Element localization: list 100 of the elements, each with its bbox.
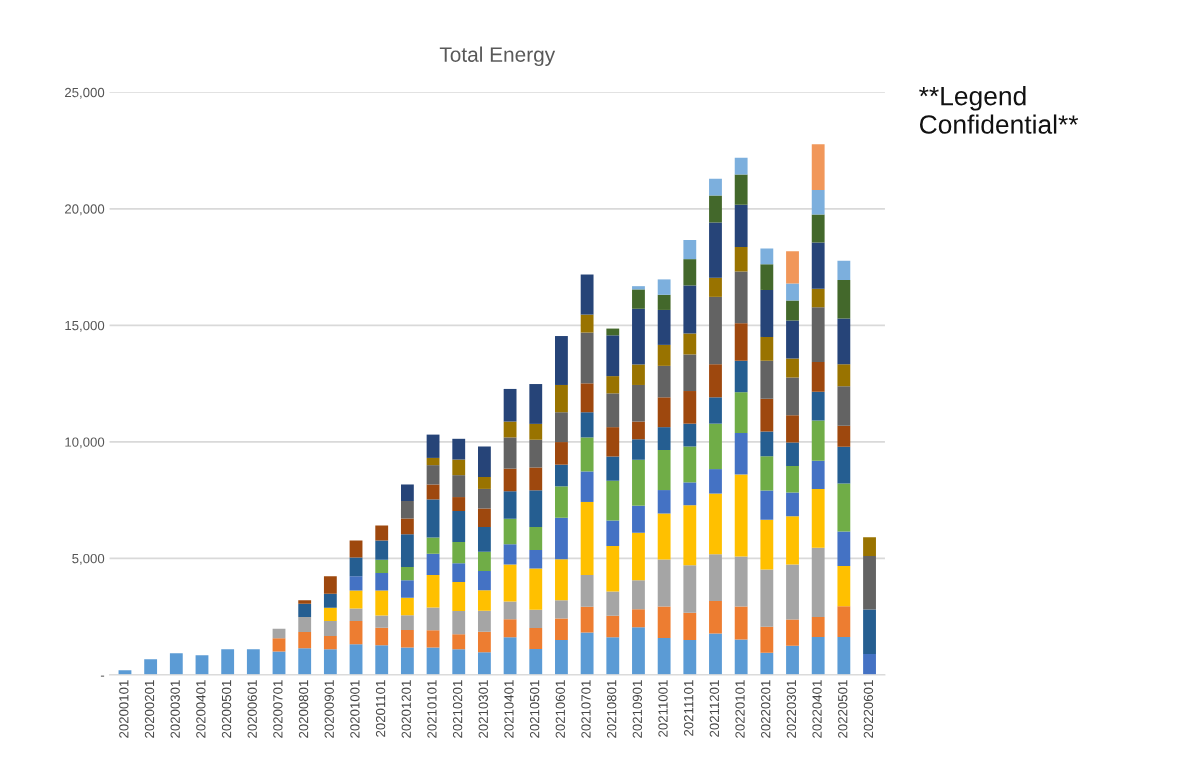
bar <box>811 617 825 637</box>
bar <box>683 423 697 447</box>
bar <box>375 540 389 560</box>
bar <box>734 474 748 557</box>
bar <box>298 617 312 632</box>
bar <box>837 483 851 532</box>
x-tick-label: 20220301 <box>786 680 797 738</box>
bar <box>375 573 389 591</box>
bar <box>786 619 799 646</box>
bar <box>195 655 209 675</box>
bar <box>709 364 722 398</box>
bar <box>709 633 722 675</box>
bar <box>786 283 799 301</box>
x-tick-label: 20220201 <box>761 680 771 738</box>
x-tick-label: 20211201 <box>709 680 720 737</box>
x-tick-label: 20211101 <box>684 680 694 736</box>
bar <box>837 636 851 675</box>
bar <box>349 621 363 645</box>
bar <box>683 285 697 334</box>
bar <box>606 546 620 592</box>
bar <box>811 214 825 243</box>
bar <box>503 601 517 620</box>
bar <box>400 615 414 630</box>
bar <box>683 565 697 613</box>
bar <box>478 551 491 571</box>
bar <box>426 484 440 500</box>
bar <box>555 384 568 413</box>
bar <box>478 570 491 591</box>
x-tick-label: 20210201 <box>452 680 463 738</box>
bar <box>734 556 748 607</box>
bar <box>529 439 543 468</box>
bar <box>503 388 517 422</box>
bar <box>529 490 543 527</box>
bar <box>478 590 491 611</box>
bar <box>529 568 543 610</box>
bar <box>632 627 645 675</box>
bar <box>734 606 748 640</box>
bar <box>555 559 568 601</box>
bar <box>529 423 543 440</box>
bar <box>529 649 543 675</box>
bar <box>606 393 620 428</box>
bar <box>606 520 620 546</box>
bar <box>580 606 594 633</box>
bar <box>426 499 440 538</box>
bar <box>632 421 645 440</box>
bar <box>786 377 799 416</box>
bar <box>837 364 851 387</box>
bar <box>683 612 697 640</box>
bar <box>683 505 697 566</box>
bar <box>632 459 645 506</box>
bar <box>400 501 414 519</box>
bar <box>478 631 491 653</box>
bar <box>375 627 389 646</box>
bar <box>606 615 620 638</box>
bar <box>375 525 389 541</box>
bar <box>657 559 671 607</box>
bar <box>349 576 363 591</box>
bar <box>221 649 235 675</box>
x-tick-label: 20200401 <box>196 680 206 738</box>
bar <box>786 466 799 493</box>
bar <box>580 501 594 575</box>
bar <box>529 526 543 550</box>
bar <box>683 446 697 483</box>
bar <box>375 559 389 574</box>
x-tick-label: 20220601 <box>863 680 874 738</box>
bar <box>555 618 568 640</box>
bar <box>580 383 594 413</box>
bar <box>503 468 517 492</box>
bar <box>811 189 825 215</box>
bar <box>837 260 851 281</box>
y-tick-label: 15,000 <box>65 320 105 332</box>
bar <box>632 308 645 365</box>
bar <box>298 631 312 649</box>
y-tick-label: 25,000 <box>65 87 105 99</box>
bar <box>169 653 183 675</box>
bar <box>811 488 825 548</box>
bar <box>632 289 645 309</box>
bar <box>452 634 466 650</box>
chart-title: Total Energy <box>439 46 556 67</box>
bar <box>837 280 851 319</box>
bar <box>606 427 620 457</box>
bar <box>426 574 440 608</box>
bar <box>400 484 414 502</box>
bar <box>709 469 722 494</box>
bar <box>811 288 825 308</box>
bar <box>657 309 671 345</box>
bar <box>811 144 825 190</box>
bar <box>657 427 671 450</box>
bar <box>606 591 620 616</box>
bar <box>734 271 748 324</box>
bar <box>478 477 491 489</box>
bar <box>580 574 594 607</box>
text: **Legend Confidential** <box>919 86 1079 134</box>
bar <box>606 335 620 377</box>
bar <box>298 603 312 618</box>
bar <box>760 490 774 520</box>
bar <box>400 518 414 535</box>
bar <box>709 195 722 223</box>
bar <box>734 174 748 205</box>
bar <box>683 240 697 260</box>
